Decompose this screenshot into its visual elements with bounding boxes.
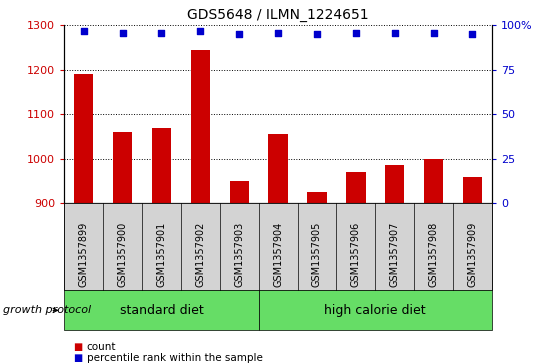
Text: high calorie diet: high calorie diet — [324, 304, 426, 317]
Text: GSM1357902: GSM1357902 — [195, 221, 205, 287]
Text: ■: ■ — [73, 352, 82, 363]
Text: growth protocol: growth protocol — [3, 305, 91, 315]
Text: GSM1357899: GSM1357899 — [79, 221, 89, 287]
Bar — [151, 128, 171, 203]
Bar — [307, 192, 326, 203]
Text: percentile rank within the sample: percentile rank within the sample — [87, 352, 263, 363]
Point — [157, 30, 166, 36]
Text: GSM1357908: GSM1357908 — [429, 221, 439, 287]
Point — [429, 30, 438, 36]
Point — [196, 28, 205, 34]
Text: GSM1357903: GSM1357903 — [234, 221, 244, 287]
Text: GSM1357905: GSM1357905 — [312, 221, 322, 287]
Point — [273, 30, 282, 36]
Bar — [463, 177, 482, 203]
Text: GSM1357906: GSM1357906 — [351, 221, 361, 287]
Text: GSM1357909: GSM1357909 — [467, 221, 477, 287]
Bar — [424, 159, 443, 203]
Point — [390, 30, 399, 36]
Text: GSM1357907: GSM1357907 — [390, 221, 400, 287]
Bar — [113, 132, 132, 203]
Text: GSM1357901: GSM1357901 — [157, 221, 167, 287]
Text: GSM1357904: GSM1357904 — [273, 221, 283, 287]
Point — [312, 31, 321, 37]
Bar — [268, 134, 288, 203]
Bar — [191, 50, 210, 203]
Text: ■: ■ — [73, 342, 82, 352]
Bar — [230, 181, 249, 203]
Point — [235, 31, 244, 37]
Text: standard diet: standard diet — [120, 304, 203, 317]
Bar — [74, 74, 93, 203]
Text: count: count — [87, 342, 116, 352]
Point — [468, 31, 477, 37]
Point — [118, 30, 127, 36]
Text: GSM1357900: GSM1357900 — [117, 221, 127, 287]
Bar — [346, 172, 366, 203]
Point — [352, 30, 361, 36]
Bar — [385, 166, 405, 203]
Point — [79, 28, 88, 34]
Title: GDS5648 / ILMN_1224651: GDS5648 / ILMN_1224651 — [187, 8, 369, 22]
